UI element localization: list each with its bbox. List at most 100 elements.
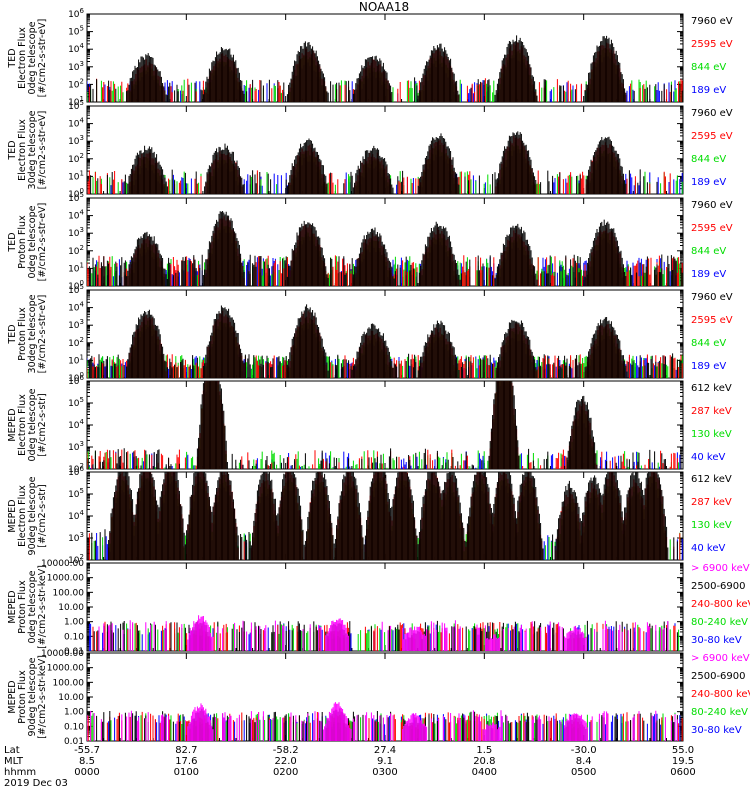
y-axis-label-line: Proton Flux	[17, 307, 28, 361]
x-tick-label: 17.6	[175, 756, 197, 767]
x-tick-label: 8.4	[576, 756, 592, 767]
legend-entry: 130 keV	[691, 429, 732, 440]
series-7960-ev	[87, 35, 683, 102]
legend-entry: 7960 eV	[691, 292, 733, 303]
x-tick-label: 55.0	[672, 745, 694, 756]
x-tick-label: 9.1	[377, 756, 393, 767]
y-tick-label: 102	[68, 244, 84, 257]
y-axis-label-line: TED	[7, 140, 18, 160]
y-axis-label-line: Proton Flux	[17, 580, 28, 634]
panel-5: 102 103 104 105 106 MEPED Electron Flux 0deg te…	[7, 374, 732, 475]
x-tick-label: 0600	[670, 767, 695, 778]
series-2595-ev	[87, 135, 671, 194]
x-tick-label: 1.5	[476, 745, 492, 756]
y-tick-label: 10000.00	[41, 559, 84, 569]
x-tick-label: 0000	[74, 767, 99, 778]
panel-6: 102 103 104 105 106 MEPED Electron Flux 90deg t…	[7, 465, 732, 566]
series-7960-ev	[88, 211, 683, 286]
legend-entry: 80-240 keV	[691, 707, 748, 718]
y-axis-label: MEPED Electron Flux 0deg telescope [#/cm2-s…	[7, 388, 48, 461]
y-axis-label-line: Electron Flux	[17, 27, 28, 89]
y-tick-label: 104	[68, 209, 84, 222]
y-axis-label-line: 0deg telescope	[27, 570, 38, 643]
series--6900-kev	[98, 615, 669, 651]
y-tick-label: 101	[68, 169, 84, 182]
legend-entry: > 6900 keV	[691, 653, 750, 664]
chart-title: NOAA18	[359, 0, 409, 14]
x-tick-label: 0100	[174, 767, 199, 778]
y-tick-label: 106	[68, 465, 84, 478]
legend-entry: 240-800 keV	[691, 689, 750, 700]
y-tick-label: 102	[68, 152, 84, 165]
y-tick-label: 104	[68, 301, 84, 314]
legend-entry: 844 eV	[691, 338, 726, 349]
panel-8: 0.010.101.0010.00100.001000.0010000.00ME…	[7, 649, 750, 747]
y-tick-label: 0.10	[64, 632, 84, 642]
y-tick-label: 10.00	[58, 603, 84, 613]
y-axis-label: TED Proton Flux 30deg telescope [#/cm2-s-st…	[7, 294, 48, 373]
y-tick-label: 103	[68, 531, 84, 544]
legend-entry: 7960 eV	[691, 16, 733, 27]
legend-entry: 130 keV	[691, 520, 732, 531]
y-axis-label-line: TED	[7, 232, 18, 252]
legend-entry: 844 eV	[691, 154, 726, 165]
y-tick-label: 101	[68, 261, 84, 274]
y-axis-label-line: TED	[7, 48, 18, 68]
x-tick-label: -30.0	[571, 745, 597, 756]
panel-4: 100 101 102 103 104 105 TED Proton Flux 30deg te…	[7, 283, 733, 384]
y-axis-label-line: 0deg telescope	[27, 205, 38, 278]
y-axis-label-line: [#/cm2-s-str-eV]	[37, 19, 48, 98]
y-axis-label: TED Electron Flux 30deg telescope [#/cm2-s-…	[7, 110, 48, 189]
panel-data	[87, 304, 683, 378]
x-tick-label: 27.4	[374, 745, 396, 756]
x-tick-label: 0200	[273, 767, 298, 778]
legend-entry: 40 keV	[691, 452, 725, 463]
legend-entry: 2595 eV	[691, 223, 733, 234]
x-tick-label: 0500	[571, 767, 596, 778]
y-axis-label-line: Electron Flux	[17, 119, 28, 181]
y-axis-label-line: [#/cm2-s-str-eV]	[37, 111, 48, 190]
y-tick-label: 100	[68, 279, 84, 292]
y-axis-label-line: MEPED	[7, 499, 18, 532]
y-axis-label-line: 90deg telescope	[27, 476, 38, 555]
series-612-kev	[87, 472, 678, 560]
y-axis-label-line: [#/cm2-s-str-eV]	[37, 295, 48, 374]
y-axis-label: MEPED Proton Flux 0deg telescope [#/cm2-s-s…	[7, 565, 48, 649]
panel-data	[87, 211, 683, 286]
y-tick-label: 100.00	[53, 588, 85, 598]
x-row-label-hhmm: hhmm	[4, 767, 36, 778]
y-tick-label: 100.00	[53, 678, 85, 688]
y-axis-label-line: 30deg telescope	[27, 294, 38, 373]
x-tick-label: 22.0	[275, 756, 297, 767]
y-tick-label: 105	[68, 487, 84, 500]
y-tick-label: 100	[68, 371, 84, 384]
legend-entry: 2595 eV	[691, 131, 733, 142]
y-axis-label-line: TED	[7, 324, 18, 344]
y-tick-label: 103	[68, 440, 84, 453]
x-tick-label: 0300	[372, 767, 397, 778]
y-tick-label: 101	[68, 353, 84, 366]
y-tick-label: 102	[68, 462, 84, 475]
x-tick-label: -55.7	[74, 745, 100, 756]
y-axis-label-line: [#/cm2-s-str]	[37, 484, 48, 547]
y-axis-label-line: 0deg telescope	[27, 388, 38, 461]
y-axis-label-line: MEPED	[7, 590, 18, 623]
x-row-label-mlt: MLT	[4, 756, 24, 767]
series-7960-ev	[87, 131, 658, 194]
legend-entry: 80-240 keV	[691, 617, 748, 628]
legend-entry: 189 eV	[691, 361, 726, 372]
y-axis-label-line: Proton Flux	[17, 670, 28, 724]
y-tick-label: 0.01	[64, 737, 84, 747]
y-tick-label: 102	[68, 336, 84, 349]
legend-entry: > 6900 keV	[691, 563, 750, 574]
panel-data	[87, 615, 680, 651]
y-tick-label: 1.00	[64, 618, 84, 628]
series-7960-ev	[88, 304, 682, 378]
panel-data	[87, 472, 683, 560]
y-tick-label: 103	[68, 318, 84, 331]
series--6900-kev	[87, 702, 678, 741]
y-tick-label: 106	[68, 7, 84, 20]
y-tick-label: 1000.00	[47, 664, 84, 674]
y-axis-label-line: 30deg telescope	[27, 110, 38, 189]
